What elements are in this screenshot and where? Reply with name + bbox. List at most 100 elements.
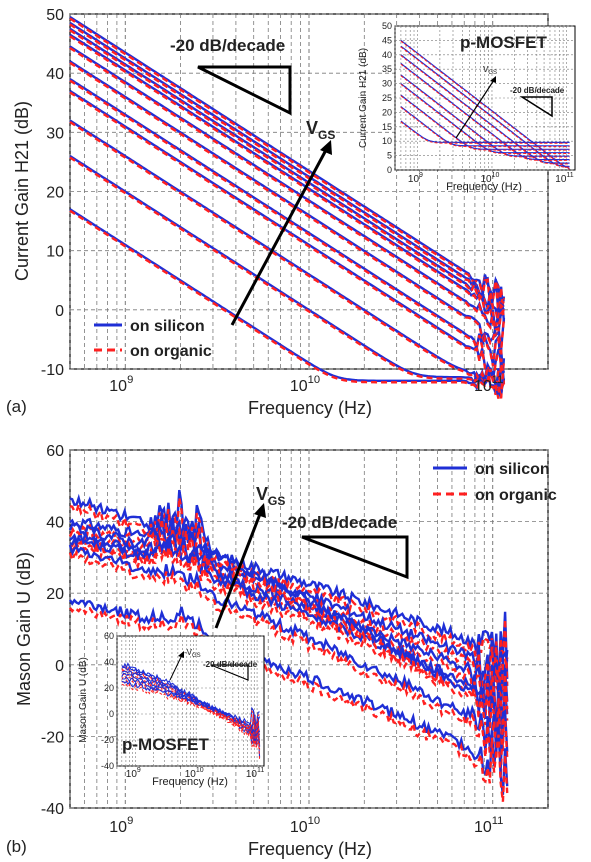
curves-b: [68, 489, 509, 802]
curve-organic: [69, 525, 509, 709]
y-tick-label: 50: [46, 7, 64, 24]
curve-silicon: [69, 33, 505, 331]
curve-silicon: [69, 78, 506, 382]
inset-curve-silicon: [400, 62, 570, 161]
x-tick-label: 1010: [290, 815, 320, 836]
inset-y-tick-label: 0: [387, 165, 392, 175]
inset-curve-silicon: [400, 94, 570, 150]
x-tick-label: 1010: [290, 374, 320, 395]
curve-organic: [69, 35, 505, 332]
y-tick-label: 0: [55, 303, 64, 320]
inset-vgs-arrowhead-a: [490, 76, 496, 83]
inset-x-tick-label: 1010: [185, 767, 204, 780]
inset-x-label-a: Frequency (Hz): [446, 181, 522, 193]
inset-x-tick-label: 1011: [555, 172, 573, 185]
curve-organic: [68, 551, 509, 777]
x-axis-label-b: Frequency (Hz): [248, 839, 372, 859]
curve-silicon: [69, 89, 506, 384]
curve-silicon: [69, 15, 506, 315]
inset-curve-organic: [121, 675, 261, 750]
inset-y-tick-label: -20: [101, 735, 114, 745]
curve-silicon: [69, 518, 509, 701]
curve-silicon: [69, 208, 506, 398]
curve-organic: [69, 497, 509, 692]
inset-y-label-a: Current Gain H21 (dB): [358, 48, 369, 148]
x-tick-label: 1011: [474, 815, 503, 836]
curve-organic: [69, 17, 506, 316]
inset-curve-organic: [400, 46, 570, 168]
inset-x-ticks-a: 109 1010 1011: [408, 172, 574, 185]
inset-y-tick-label: 40: [382, 50, 392, 60]
inset-x-tick-label: 109: [408, 172, 423, 185]
curve-silicon: [69, 154, 506, 398]
x-ticks-a: 109 1010 1011: [109, 374, 503, 395]
slope-label-a: -20 dB/decade: [170, 36, 285, 55]
inset-curve-silicon: [400, 45, 570, 168]
y-axis-label-b: Mason Gain U (dB): [14, 552, 34, 706]
inset-y-tick-label: 60: [104, 631, 114, 641]
legend-b: on silicon on organic: [433, 461, 557, 504]
inset-x-ticks-b: 109 1010 1011: [126, 767, 265, 780]
y-tick-label: -10: [41, 362, 64, 379]
inset-y-tick-label: 0: [109, 709, 114, 719]
curve-organic: [69, 61, 506, 352]
inset-curve-organic: [400, 55, 570, 165]
curve-organic: [69, 209, 506, 399]
curve-silicon: [69, 27, 506, 324]
x-axis-label-a: Frequency (Hz): [248, 398, 372, 418]
inset-curves-a: [400, 39, 570, 170]
curve-silicon: [69, 45, 505, 339]
legend-label-organic-a: on organic: [130, 343, 212, 360]
inset-curve-organic: [121, 683, 260, 729]
curve-organic: [69, 606, 509, 802]
inset-b: 60 40 20 0 -20 -40 109 1010 1011 p-MOSFET Mason…: [78, 631, 265, 788]
inset-curve-silicon: [400, 54, 570, 164]
inset-y-tick-label: -40: [101, 761, 114, 771]
inset-x-tick-label: 1010: [481, 172, 500, 185]
y-tick-label: 20: [46, 586, 64, 603]
vgs-arrow-b: [214, 513, 262, 629]
vgs-arrow-a: [230, 149, 328, 326]
vgs-arrowhead-a: [320, 140, 332, 155]
curve-silicon: [69, 60, 506, 350]
inset-y-tick-label: 45: [382, 35, 392, 45]
inset-curve-organic: [121, 673, 260, 748]
curve-organic: [68, 518, 509, 721]
y-tick-label: 30: [46, 125, 64, 142]
y-tick-label: 60: [46, 443, 64, 460]
curve-silicon: [69, 119, 506, 394]
curves-a: [69, 15, 506, 399]
inset-y-tick-label: 10: [382, 136, 392, 146]
legend-a: on silicon on organic: [94, 318, 212, 360]
curve-organic: [69, 91, 506, 386]
x-tick-label: 1011: [474, 374, 503, 395]
inset-slope-triangle-b: [210, 664, 249, 681]
y-tick-label: 10: [46, 244, 64, 261]
inset-curve-organic: [400, 107, 570, 148]
curve-organic: [69, 156, 506, 399]
slope-triangle-a: [197, 65, 292, 116]
curve-silicon: [68, 598, 509, 795]
inset-curve-silicon: [400, 83, 570, 154]
inset-slope-triangle-a: [519, 96, 553, 118]
y-ticks-b: 60 40 20 0 -20 -40: [41, 443, 64, 818]
inset-y-tick-label: 35: [382, 64, 392, 74]
inset-curve-organic: [400, 75, 570, 158]
inset-y-tick-label: 5: [387, 151, 392, 161]
curve-silicon: [69, 21, 505, 313]
inset-y-tick-label: 20: [104, 683, 114, 693]
inset-vgs-arrowhead-b: [178, 651, 184, 658]
inset-y-tick-label: 25: [382, 93, 392, 103]
y-axis-label-a: Current Gain H21 (dB): [12, 101, 32, 281]
inset-y-tick-label: 30: [382, 79, 392, 89]
inset-slope-label-b: -20 dB/decade: [203, 660, 258, 669]
vgs-label-b: VGS: [256, 484, 285, 508]
x-tick-label: 109: [109, 374, 133, 395]
curve-organic: [69, 499, 509, 752]
legend-label-silicon-b: on silicon: [475, 461, 550, 478]
panel-b: 60 40 20 0 -20 -40 109 1010 1011 Mason Gain U (…: [6, 443, 557, 859]
curve-silicon: [69, 489, 509, 686]
y-tick-label: 0: [55, 658, 64, 675]
inset-title-a: p-MOSFET: [460, 33, 547, 52]
